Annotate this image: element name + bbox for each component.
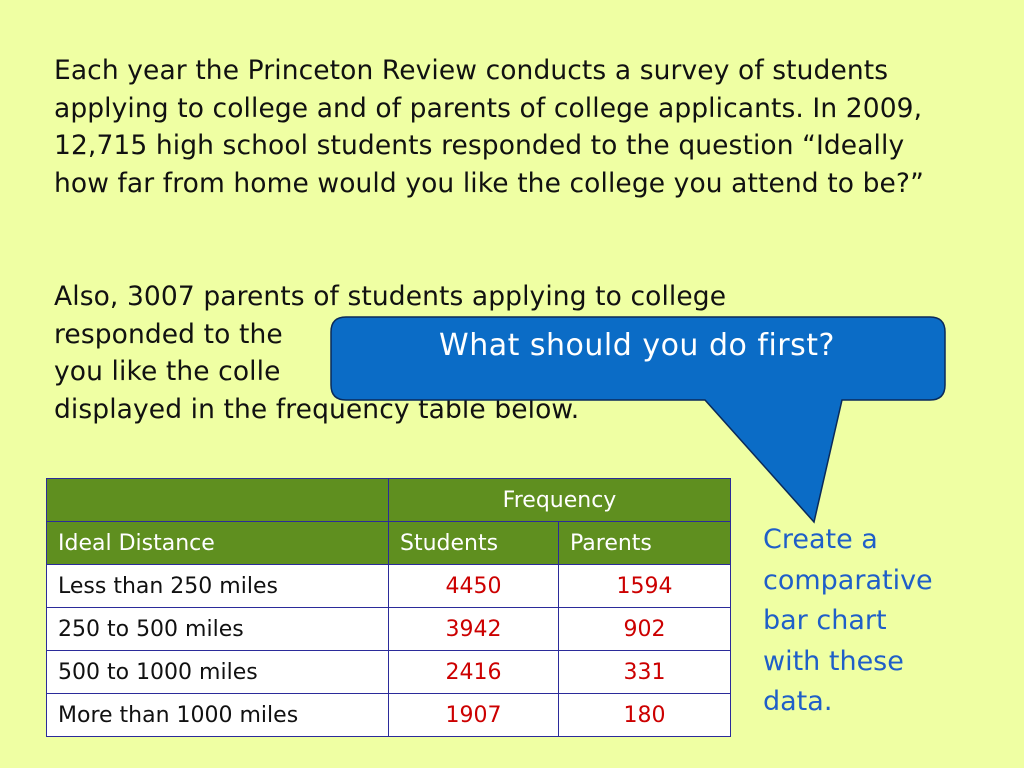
paragraph-2-line-3: you like the colle bbox=[54, 356, 281, 387]
callout-question: What should you do first? bbox=[439, 328, 835, 363]
table-corner-cell bbox=[46, 478, 389, 522]
frequency-header: Frequency bbox=[388, 478, 731, 522]
table-group-header-row: Frequency bbox=[46, 478, 731, 522]
table-row: 500 to 1000 miles 2416 331 bbox=[46, 650, 731, 694]
parents-cell: 1594 bbox=[558, 564, 731, 608]
distance-cell: Less than 250 miles bbox=[46, 564, 389, 608]
distance-cell: 500 to 1000 miles bbox=[46, 650, 389, 694]
students-cell: 4450 bbox=[388, 564, 559, 608]
note-line: Create a bbox=[763, 524, 878, 555]
table-column-header-row: Ideal Distance Students Parents bbox=[46, 521, 731, 565]
parents-cell: 902 bbox=[558, 607, 731, 651]
note-line: data. bbox=[763, 686, 833, 717]
parents-cell: 331 bbox=[558, 650, 731, 694]
note-line: comparative bbox=[763, 564, 933, 596]
distance-cell: 250 to 500 miles bbox=[46, 607, 389, 651]
column-header-parents: Parents bbox=[558, 521, 731, 565]
table-row: More than 1000 miles 1907 180 bbox=[46, 693, 731, 737]
note-line: bar chart bbox=[763, 605, 887, 636]
frequency-table: Frequency Ideal Distance Students Parent… bbox=[46, 478, 731, 737]
instruction-note: Create a comparative bar chart with thes… bbox=[763, 520, 993, 723]
column-header-distance: Ideal Distance bbox=[46, 521, 389, 565]
students-cell: 1907 bbox=[388, 693, 559, 737]
table-row: Less than 250 miles 4450 1594 bbox=[46, 564, 731, 608]
paragraph-2-line-2: responded to the bbox=[54, 318, 283, 350]
students-cell: 2416 bbox=[388, 650, 559, 694]
intro-paragraph-1: Each year the Princeton Review conducts … bbox=[54, 55, 924, 199]
table-row: 250 to 500 miles 3942 902 bbox=[46, 607, 731, 651]
paragraph-2-line-1: Also, 3007 parents of students applying … bbox=[54, 281, 727, 312]
column-header-students: Students bbox=[388, 521, 559, 565]
distance-cell: More than 1000 miles bbox=[46, 693, 389, 737]
note-line: with these bbox=[763, 645, 904, 677]
parents-cell: 180 bbox=[558, 693, 731, 737]
students-cell: 3942 bbox=[388, 607, 559, 651]
